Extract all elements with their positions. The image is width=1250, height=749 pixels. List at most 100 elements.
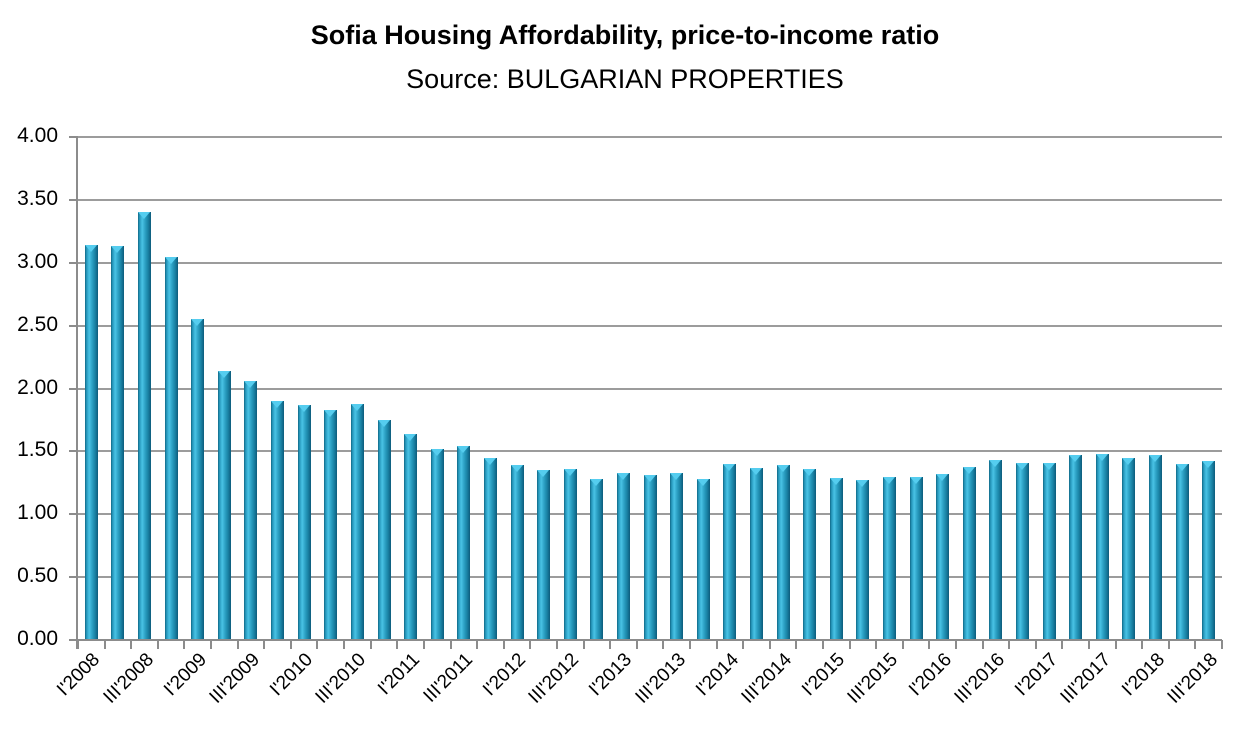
bar (217, 370, 231, 640)
bar (643, 475, 657, 640)
gridline (78, 198, 1222, 201)
x-axis-tick (343, 640, 345, 649)
x-axis-tick (635, 640, 638, 649)
bar (723, 464, 737, 640)
x-axis-tick (955, 640, 957, 649)
bar (1095, 453, 1109, 640)
x-axis-line (69, 639, 1222, 641)
y-tick-label: 1.50 (17, 438, 58, 462)
y-tick-label: 0.50 (17, 564, 58, 588)
x-axis-tick (582, 640, 585, 649)
x-axis-tick (688, 640, 691, 649)
x-axis-tick (103, 640, 106, 649)
bar (1042, 462, 1056, 640)
x-axis-tick (1008, 640, 1011, 649)
y-tick-label: 2.00 (17, 375, 58, 399)
bar (271, 401, 284, 640)
y-axis-tick (69, 513, 77, 516)
bar (297, 404, 311, 640)
y-axis-tick (69, 198, 77, 201)
bar (483, 457, 497, 640)
x-axis-tick (1194, 640, 1197, 649)
x-axis-tick (928, 640, 931, 649)
y-tick-label: 0.00 (17, 627, 58, 650)
gridline (78, 324, 1222, 327)
bar (324, 409, 338, 640)
bar (457, 446, 471, 640)
x-axis-tick (768, 640, 771, 649)
x-axis-tick (901, 640, 904, 649)
bar (537, 470, 551, 640)
bar (563, 469, 577, 640)
x-axis-tick (1088, 640, 1090, 649)
chart-subtitle: Source: BULGARIAN PROPERTIES (406, 64, 844, 94)
x-axis-tick (875, 640, 878, 649)
y-tick-label: 2.50 (17, 312, 58, 336)
bar (749, 467, 763, 640)
bar (1016, 462, 1029, 640)
x-axis-tick (555, 640, 558, 649)
bar (962, 466, 976, 640)
y-axis-tick (69, 450, 77, 453)
x-axis-tick (1114, 640, 1117, 649)
y-axis-tick (69, 387, 77, 390)
bar (111, 246, 125, 640)
x-axis-tick (449, 640, 452, 649)
bar (1149, 455, 1162, 640)
x-axis-tick (609, 640, 612, 649)
bar (164, 256, 178, 640)
bar (1122, 457, 1136, 640)
bar (1175, 464, 1189, 640)
x-axis-tick (848, 640, 851, 649)
y-axis-tick (69, 261, 77, 264)
x-axis-tick (981, 640, 984, 649)
x-axis-tick (715, 640, 718, 649)
bar (616, 472, 630, 640)
bar (696, 479, 710, 640)
y-axis-tick (69, 136, 77, 138)
bar (377, 419, 391, 640)
bar (989, 460, 1003, 640)
x-axis-tick (156, 640, 159, 649)
bar (191, 319, 205, 640)
y-tick-label: 1.00 (17, 501, 58, 525)
y-axis-tick (69, 576, 77, 579)
gridline (78, 387, 1222, 390)
x-axis-tick (422, 640, 425, 649)
bar (670, 472, 684, 640)
x-axis-tick (77, 640, 79, 649)
y-tick-label: 3.00 (17, 249, 58, 273)
bar (909, 476, 923, 640)
bar (829, 477, 843, 640)
x-axis-tick (529, 640, 532, 649)
x-axis-tick (1034, 640, 1037, 649)
x-axis-tick (236, 640, 239, 649)
x-axis-tick (502, 640, 505, 649)
x-axis-tick (316, 640, 319, 649)
x-axis-tick (662, 640, 665, 649)
x-axis-tick (476, 640, 479, 649)
x-axis-tick (396, 640, 399, 649)
bar (856, 480, 870, 640)
y-tick-label: 3.50 (17, 186, 58, 210)
x-axis-tick (289, 640, 292, 649)
chart-title: Sofia Housing Affordability, price-to-in… (310, 20, 940, 50)
x-axis-tick (1221, 640, 1223, 649)
bar (138, 212, 151, 640)
bar (776, 465, 790, 640)
x-axis-tick (795, 640, 798, 649)
x-axis-tick (183, 640, 186, 649)
y-axis-line (76, 136, 78, 649)
x-axis-tick (1141, 640, 1144, 649)
bar (936, 474, 950, 640)
bar (590, 479, 604, 640)
y-axis-tick (69, 324, 77, 327)
bar (430, 448, 444, 640)
x-axis-tick (263, 640, 266, 649)
bar (84, 245, 98, 640)
bar (803, 469, 817, 640)
x-axis-tick (369, 640, 372, 649)
bar (510, 465, 524, 640)
